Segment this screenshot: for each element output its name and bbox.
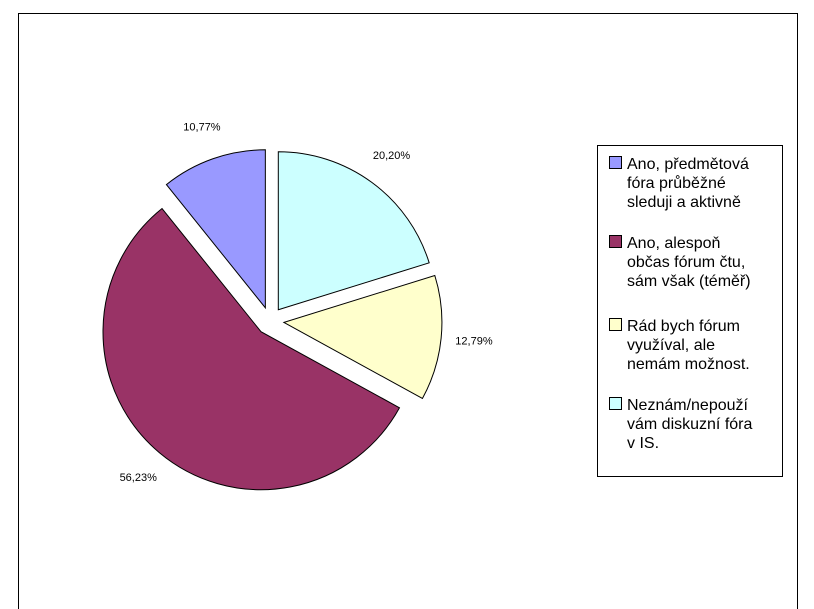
legend-line: Rád bych fórum (627, 318, 740, 335)
legend-swatch (609, 397, 622, 410)
legend-label: Neznám/nepouží vám diskuzní fóra v IS. (627, 397, 752, 452)
pie-slice (277, 151, 430, 311)
chart-frame (18, 13, 798, 609)
data-label: 10,77% (183, 122, 221, 134)
legend-line: Ano, alespoň (627, 235, 720, 252)
legend-label: Rád bych fórum využíval, ale nemám možnost… (627, 318, 750, 373)
legend-line: sleduji a aktivně (627, 194, 741, 211)
legend-line: Ano, předmětová (627, 156, 749, 173)
pie-slice (102, 207, 401, 491)
legend-label: Ano, alespoň občas fórum čtu, sám však (té… (627, 235, 751, 290)
legend-label: Ano, předmětová fóra průběžné sleduji a ak… (627, 156, 749, 211)
legend-swatch (609, 235, 622, 248)
pie-slice (165, 149, 266, 310)
legend-line: nemám možnost. (627, 356, 750, 373)
legend-line: vám diskuzní fóra (627, 416, 752, 433)
data-label: 56,23% (120, 472, 158, 484)
legend-line: v IS. (627, 435, 659, 452)
data-label: 20,20% (373, 150, 411, 162)
data-label: 12,79% (455, 335, 493, 347)
legend-line: fóra průběžné (627, 174, 726, 192)
legend-box (597, 145, 783, 477)
legend-line: Neznám/nepouží (627, 397, 749, 414)
legend-line: využíval, ale (627, 337, 715, 354)
legend-line: sám však (téměř) (627, 273, 751, 290)
legend-line: občas fórum čtu, (627, 254, 745, 271)
pie-slice (282, 274, 443, 400)
legend-swatch (609, 318, 622, 331)
legend-swatch (609, 156, 622, 169)
